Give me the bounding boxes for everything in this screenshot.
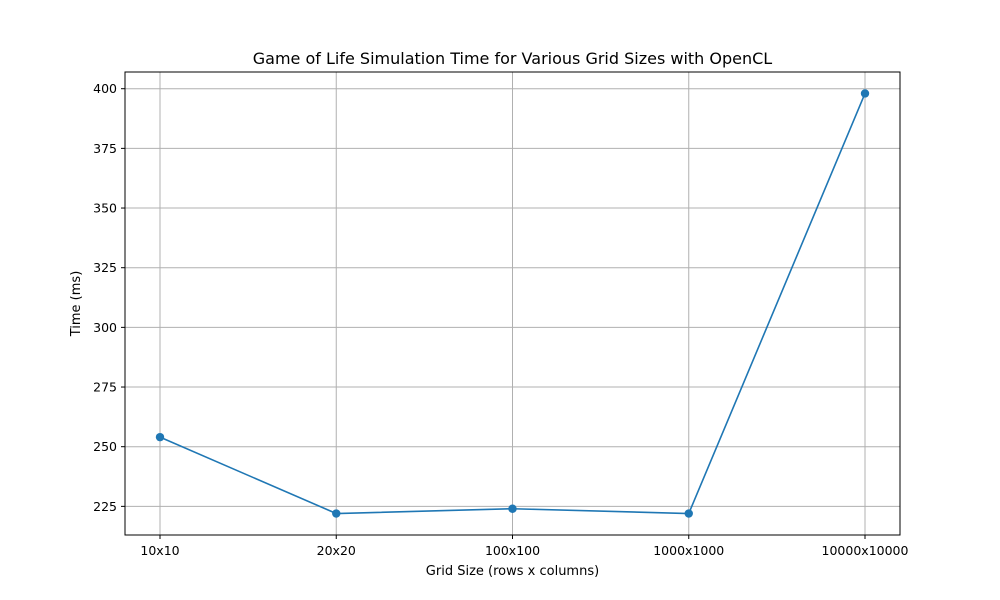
y-tick-label: 300: [93, 320, 117, 335]
x-axis-label: Grid Size (rows x columns): [426, 564, 599, 579]
data-point: [860, 89, 870, 98]
y-axis-label: Time (ms): [69, 271, 84, 338]
axis-ticks: 10x10 20x20 100x100 1000x1000 10000x10000 225…: [93, 81, 908, 558]
data-point: [508, 504, 517, 513]
data-point: [684, 509, 693, 518]
x-tick-label: 100x100: [485, 543, 540, 558]
y-tick-label: 225: [93, 499, 117, 514]
data-point: [155, 432, 165, 442]
x-tick-label: 10x10: [140, 543, 179, 558]
x-tick-label: 1000x1000: [653, 543, 724, 558]
y-tick-label: 275: [93, 380, 117, 395]
chart-title: Game of Life Simulation Time for Various…: [253, 49, 773, 68]
y-tick-label: 400: [93, 81, 117, 96]
x-tick-label: 20x20: [317, 543, 356, 558]
y-tick-label: 250: [93, 439, 117, 454]
y-tick-label: 375: [93, 141, 117, 156]
x-tick-label: 10000x10000: [822, 543, 909, 558]
series-layer: [155, 89, 870, 518]
data-point: [332, 509, 341, 518]
grid-lines: [125, 72, 900, 535]
y-tick-label: 350: [93, 201, 117, 216]
y-tick-label: 325: [93, 260, 117, 275]
